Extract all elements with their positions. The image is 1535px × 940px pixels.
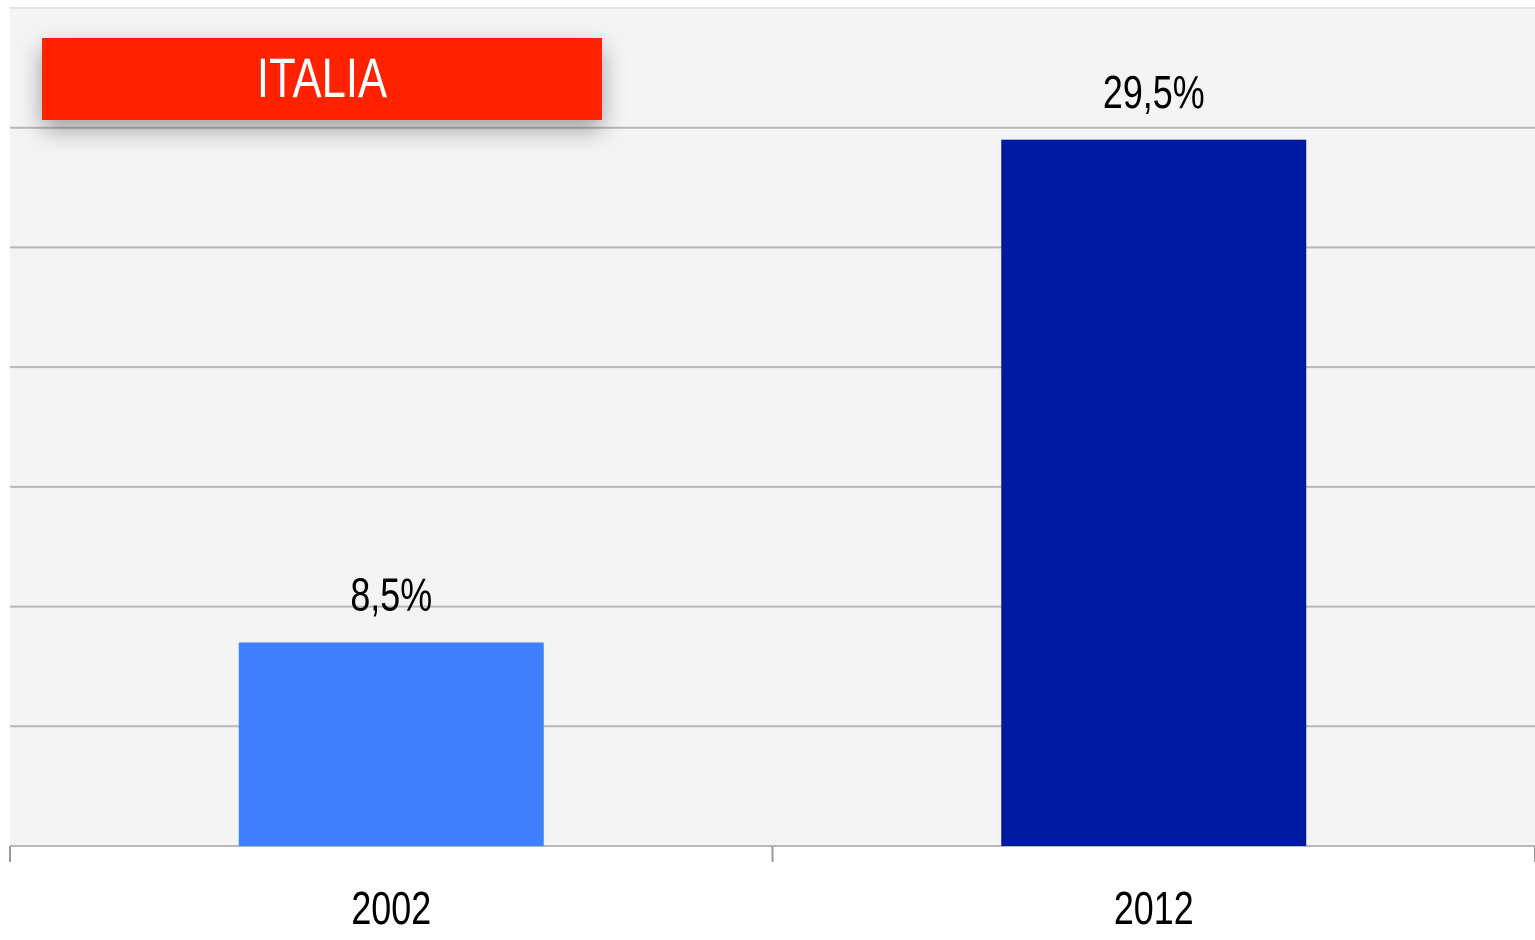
marks: 2002 8,5% 2012 29,5%: [9, 7, 1535, 934]
value-label: 29,5%: [1103, 67, 1205, 118]
bar: [238, 642, 544, 846]
chart-title: ITALIA: [257, 47, 388, 109]
title-box: [42, 38, 602, 120]
value-label: 8,5%: [350, 569, 432, 620]
x-tick-label: 2012: [1114, 883, 1194, 934]
x-tick-label: 2002: [351, 883, 431, 934]
bar: [1001, 139, 1307, 846]
